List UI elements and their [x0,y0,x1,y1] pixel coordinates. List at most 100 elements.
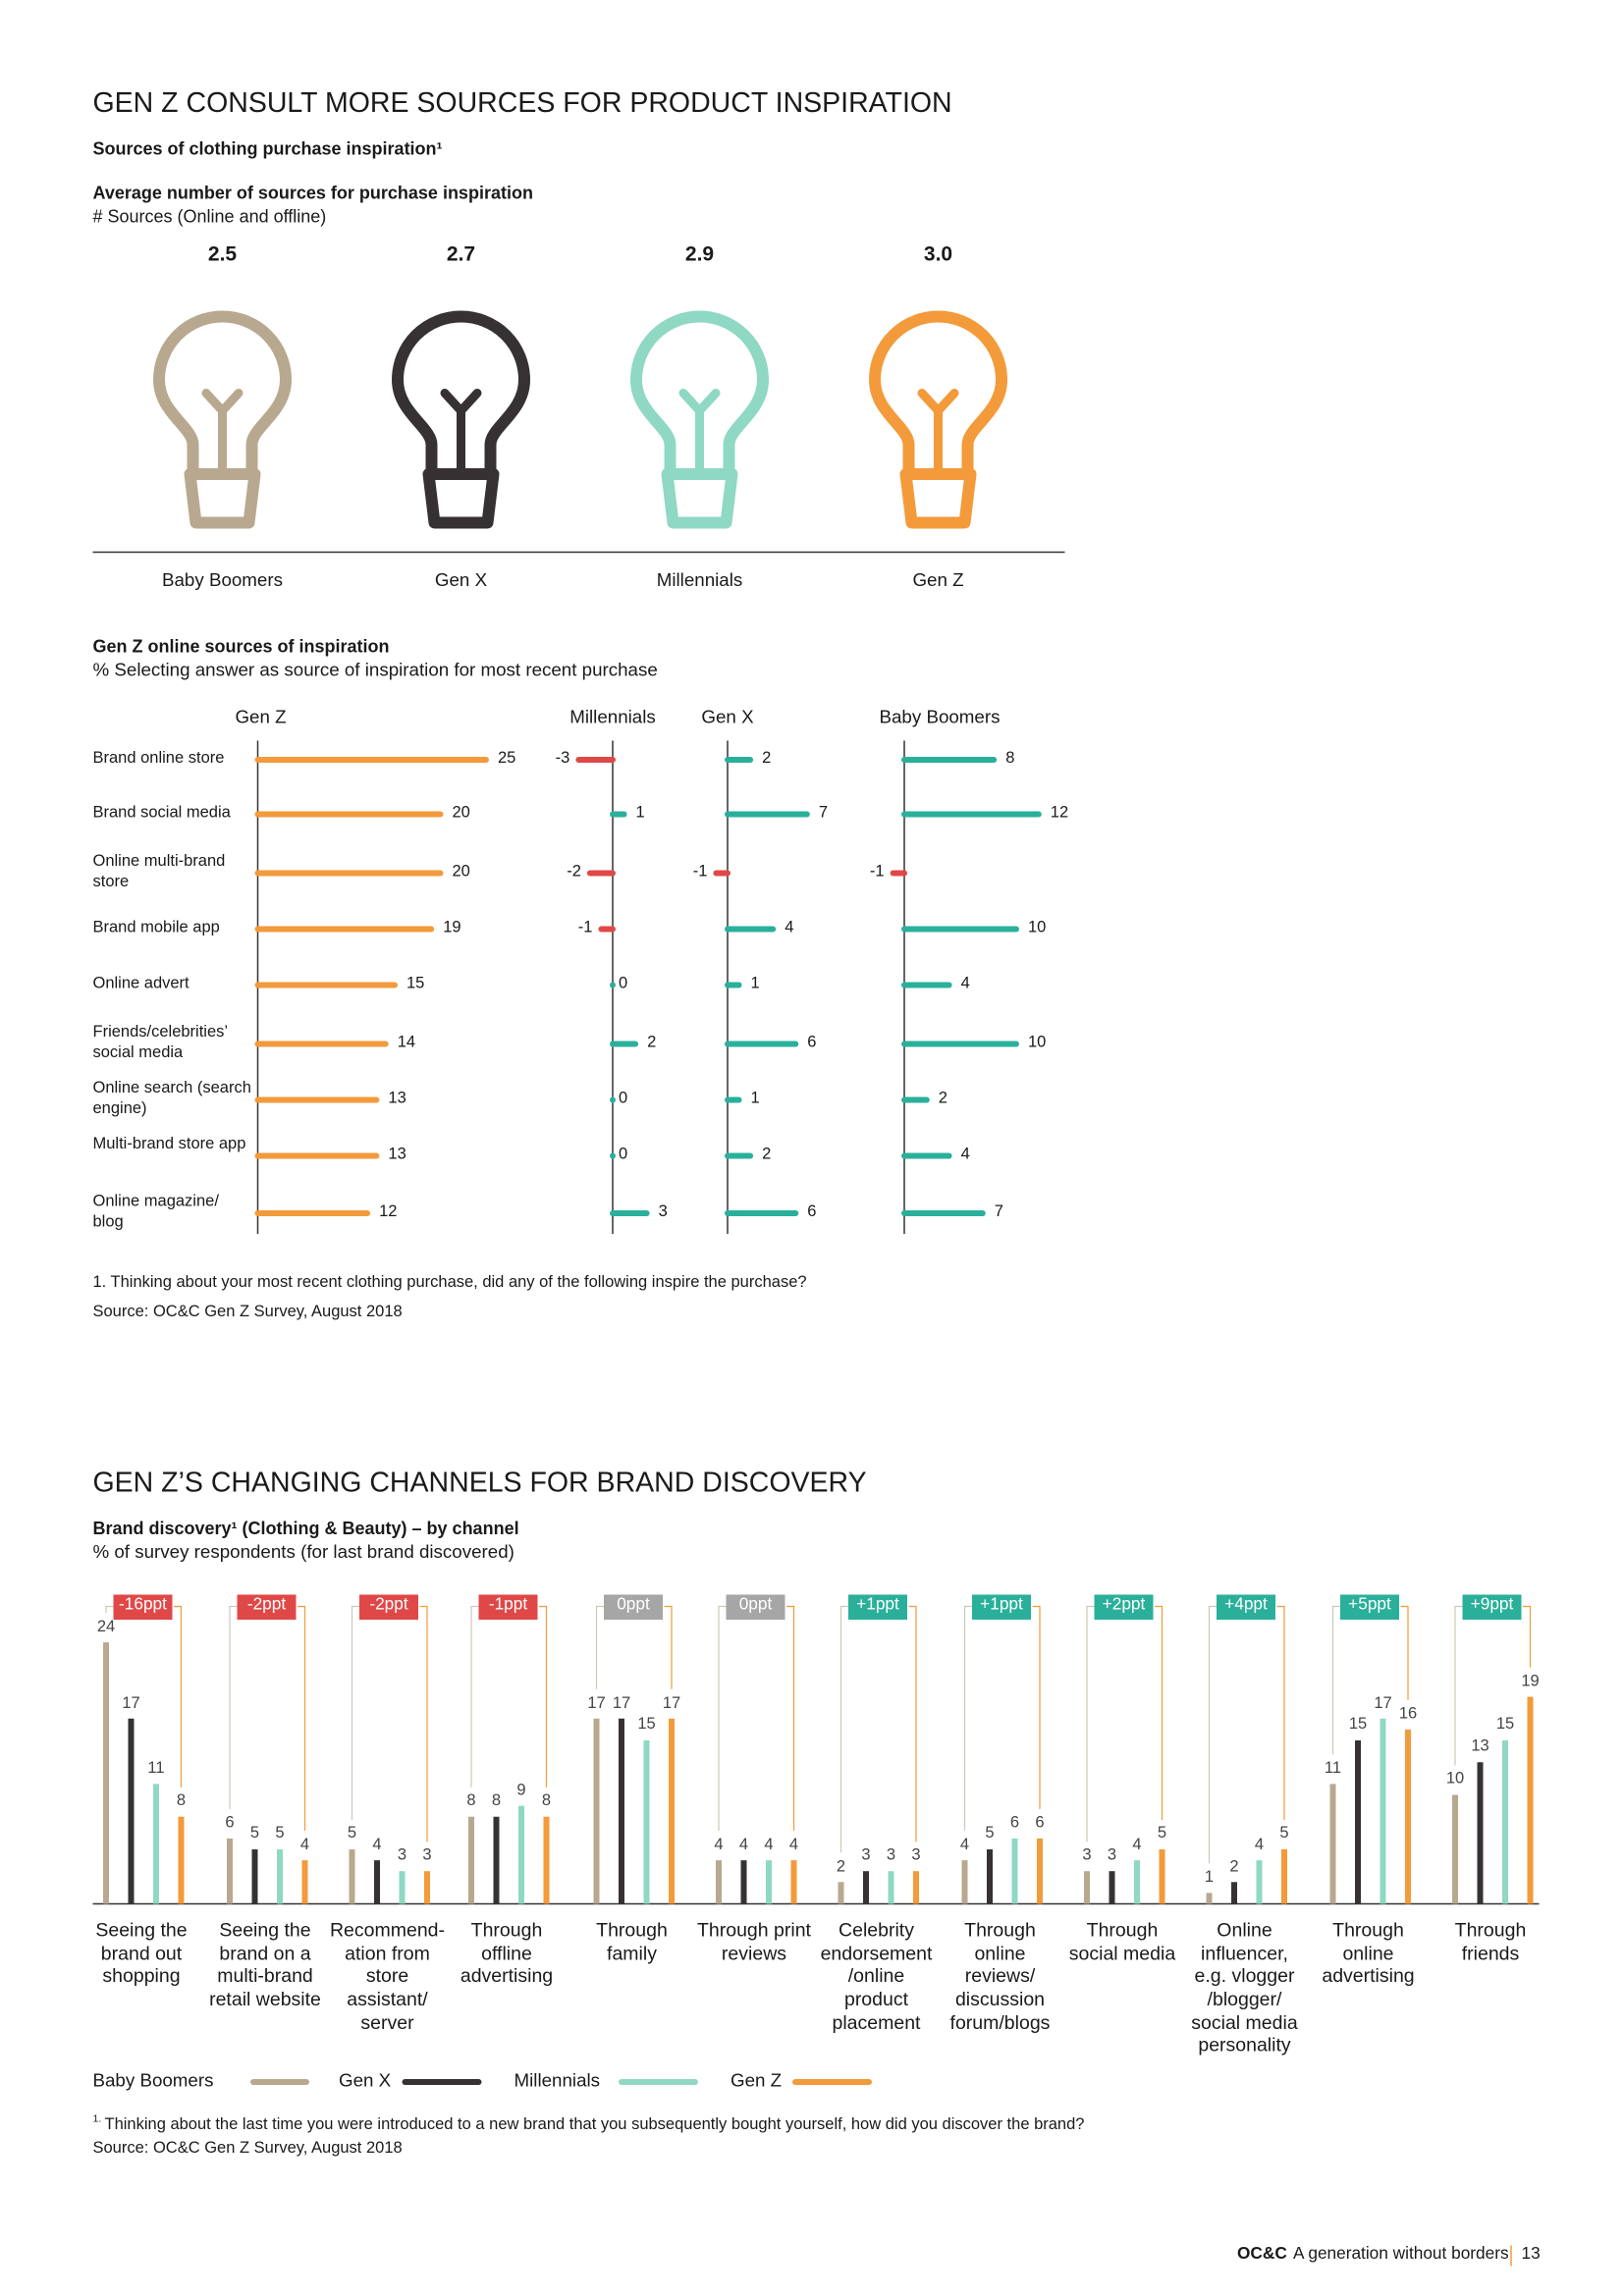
chart-subtitle: % of survey respondents (for last brand … [92,1540,514,1562]
value-label: 12 [1050,804,1069,823]
value-label: 15 [637,1716,656,1735]
category-label: Through family [596,1918,668,1964]
category-label: Online multi-brand store [92,853,226,891]
value-label: 6 [225,1814,235,1832]
bulb [153,310,292,529]
value-label: 1 [750,975,760,993]
category-label: Seeing the brand on a multi-brand retail… [209,1918,321,2010]
bracket [1208,1605,1218,1864]
footer-page: 13 [1521,2245,1541,2264]
value-label: 2.7 [446,240,476,265]
section-heading: GEN Z’S CHANGING CHANNELS FOR BRAND DISC… [92,1467,867,1499]
section-subheading: Sources of clothing purchase inspiration… [92,137,443,159]
value-label: 3 [422,1846,432,1865]
bulb-part [392,310,530,477]
bracket [963,1605,974,1832]
bracket [839,1605,850,1853]
value-label: 3 [1107,1846,1117,1865]
value-label: 0 [619,1090,628,1108]
value-label: 13 [388,1146,406,1164]
category-label: Brand social media [92,804,231,823]
value-label: 4 [372,1836,382,1854]
value-label: 17 [662,1693,681,1712]
value-label: 4 [785,919,794,937]
value-label: 8 [176,1791,187,1810]
footer-brand: OC&C [1237,2245,1287,2264]
annotation: +1ppt [856,1596,899,1615]
source: Source: OC&C Gen Z Survey, August 2018 [92,2140,403,2159]
bracket [1032,1605,1041,1809]
value-label: 15 [406,975,425,993]
legend-label: Millennials [514,2069,601,2091]
value-label: 3 [658,1203,668,1222]
source: Source: OC&C Gen Z Survey, August 2018 [92,1304,403,1322]
annotation-badge [972,1594,1031,1620]
value-label: 13 [1471,1737,1489,1756]
panel-header: Baby Boomers [879,706,1001,727]
bracket [1523,1605,1532,1668]
value-label: 10 [1028,1034,1047,1052]
category-label: Recommend-ation from store assistant/ se… [329,1918,446,2033]
category-label: Online search (search engine) [92,1080,251,1118]
value-label: 4 [1132,1836,1142,1854]
bracket [1400,1605,1409,1700]
value-label: 3.0 [923,240,953,265]
value-label: -1 [869,863,885,881]
value-label: 1 [1204,1868,1215,1887]
value-label: 4 [764,1836,774,1854]
chart-title: Average number of sources for purchase i… [92,182,533,203]
annotation-badge [848,1594,907,1620]
value-label: 8 [466,1791,476,1810]
bracket [1276,1605,1285,1820]
annotation: +9ppt [1470,1596,1514,1615]
category-label: Brand mobile app [92,919,220,937]
chart-subtitle: % Selecting answer as source of inspirat… [92,659,658,680]
value-label: 5 [1279,1825,1289,1843]
bulb-part [422,468,500,529]
footer-text: A generation without borders [1293,2245,1509,2264]
value-label: 14 [397,1034,416,1052]
value-label: 17 [1374,1693,1392,1712]
panel-header: Gen Z [235,706,287,727]
value-label: -3 [555,750,570,769]
category-label: Online advert [92,975,189,993]
value-label: 19 [1521,1672,1540,1690]
value-label: 2 [1229,1857,1239,1876]
bracket [1086,1605,1096,1842]
value-label: 10 [1028,919,1047,937]
category-label: Gen Z [912,568,964,590]
bulb-part [630,310,769,477]
bracket [174,1605,183,1788]
annotation-badge [726,1594,785,1620]
bracket [908,1605,917,1842]
bulb [630,310,769,529]
annotation-badge [1340,1594,1399,1620]
value-label: 6 [807,1034,817,1052]
value-label: 0 [619,975,628,993]
value-label: 12 [379,1203,398,1222]
value-label: 4 [1254,1836,1265,1854]
bulb-part [184,468,261,529]
value-label: 6 [1035,1814,1045,1832]
bulb-part [869,310,1007,477]
annotation: +4ppt [1224,1596,1268,1615]
section-heading: GEN Z CONSULT MORE SOURCES FOR PRODUCT I… [92,87,952,119]
bracket [298,1605,306,1832]
value-label: 1 [750,1090,760,1108]
footnote: 1. Thinking about your most recent cloth… [92,1274,807,1293]
bracket [786,1605,795,1832]
category-label: Through offline advertising [460,1918,554,1988]
value-label: 5 [275,1825,285,1843]
value-label: 19 [443,919,461,937]
value-label: 7 [994,1203,1003,1222]
value-label: 6 [807,1203,817,1222]
annotation-badge [1094,1594,1154,1620]
value-label: 4 [959,1836,970,1854]
category-label: Baby Boomers [162,568,283,590]
value-label: 15 [1348,1716,1368,1735]
value-label: 17 [612,1693,631,1712]
value-label: 20 [452,804,470,823]
value-label: 2 [647,1034,657,1052]
